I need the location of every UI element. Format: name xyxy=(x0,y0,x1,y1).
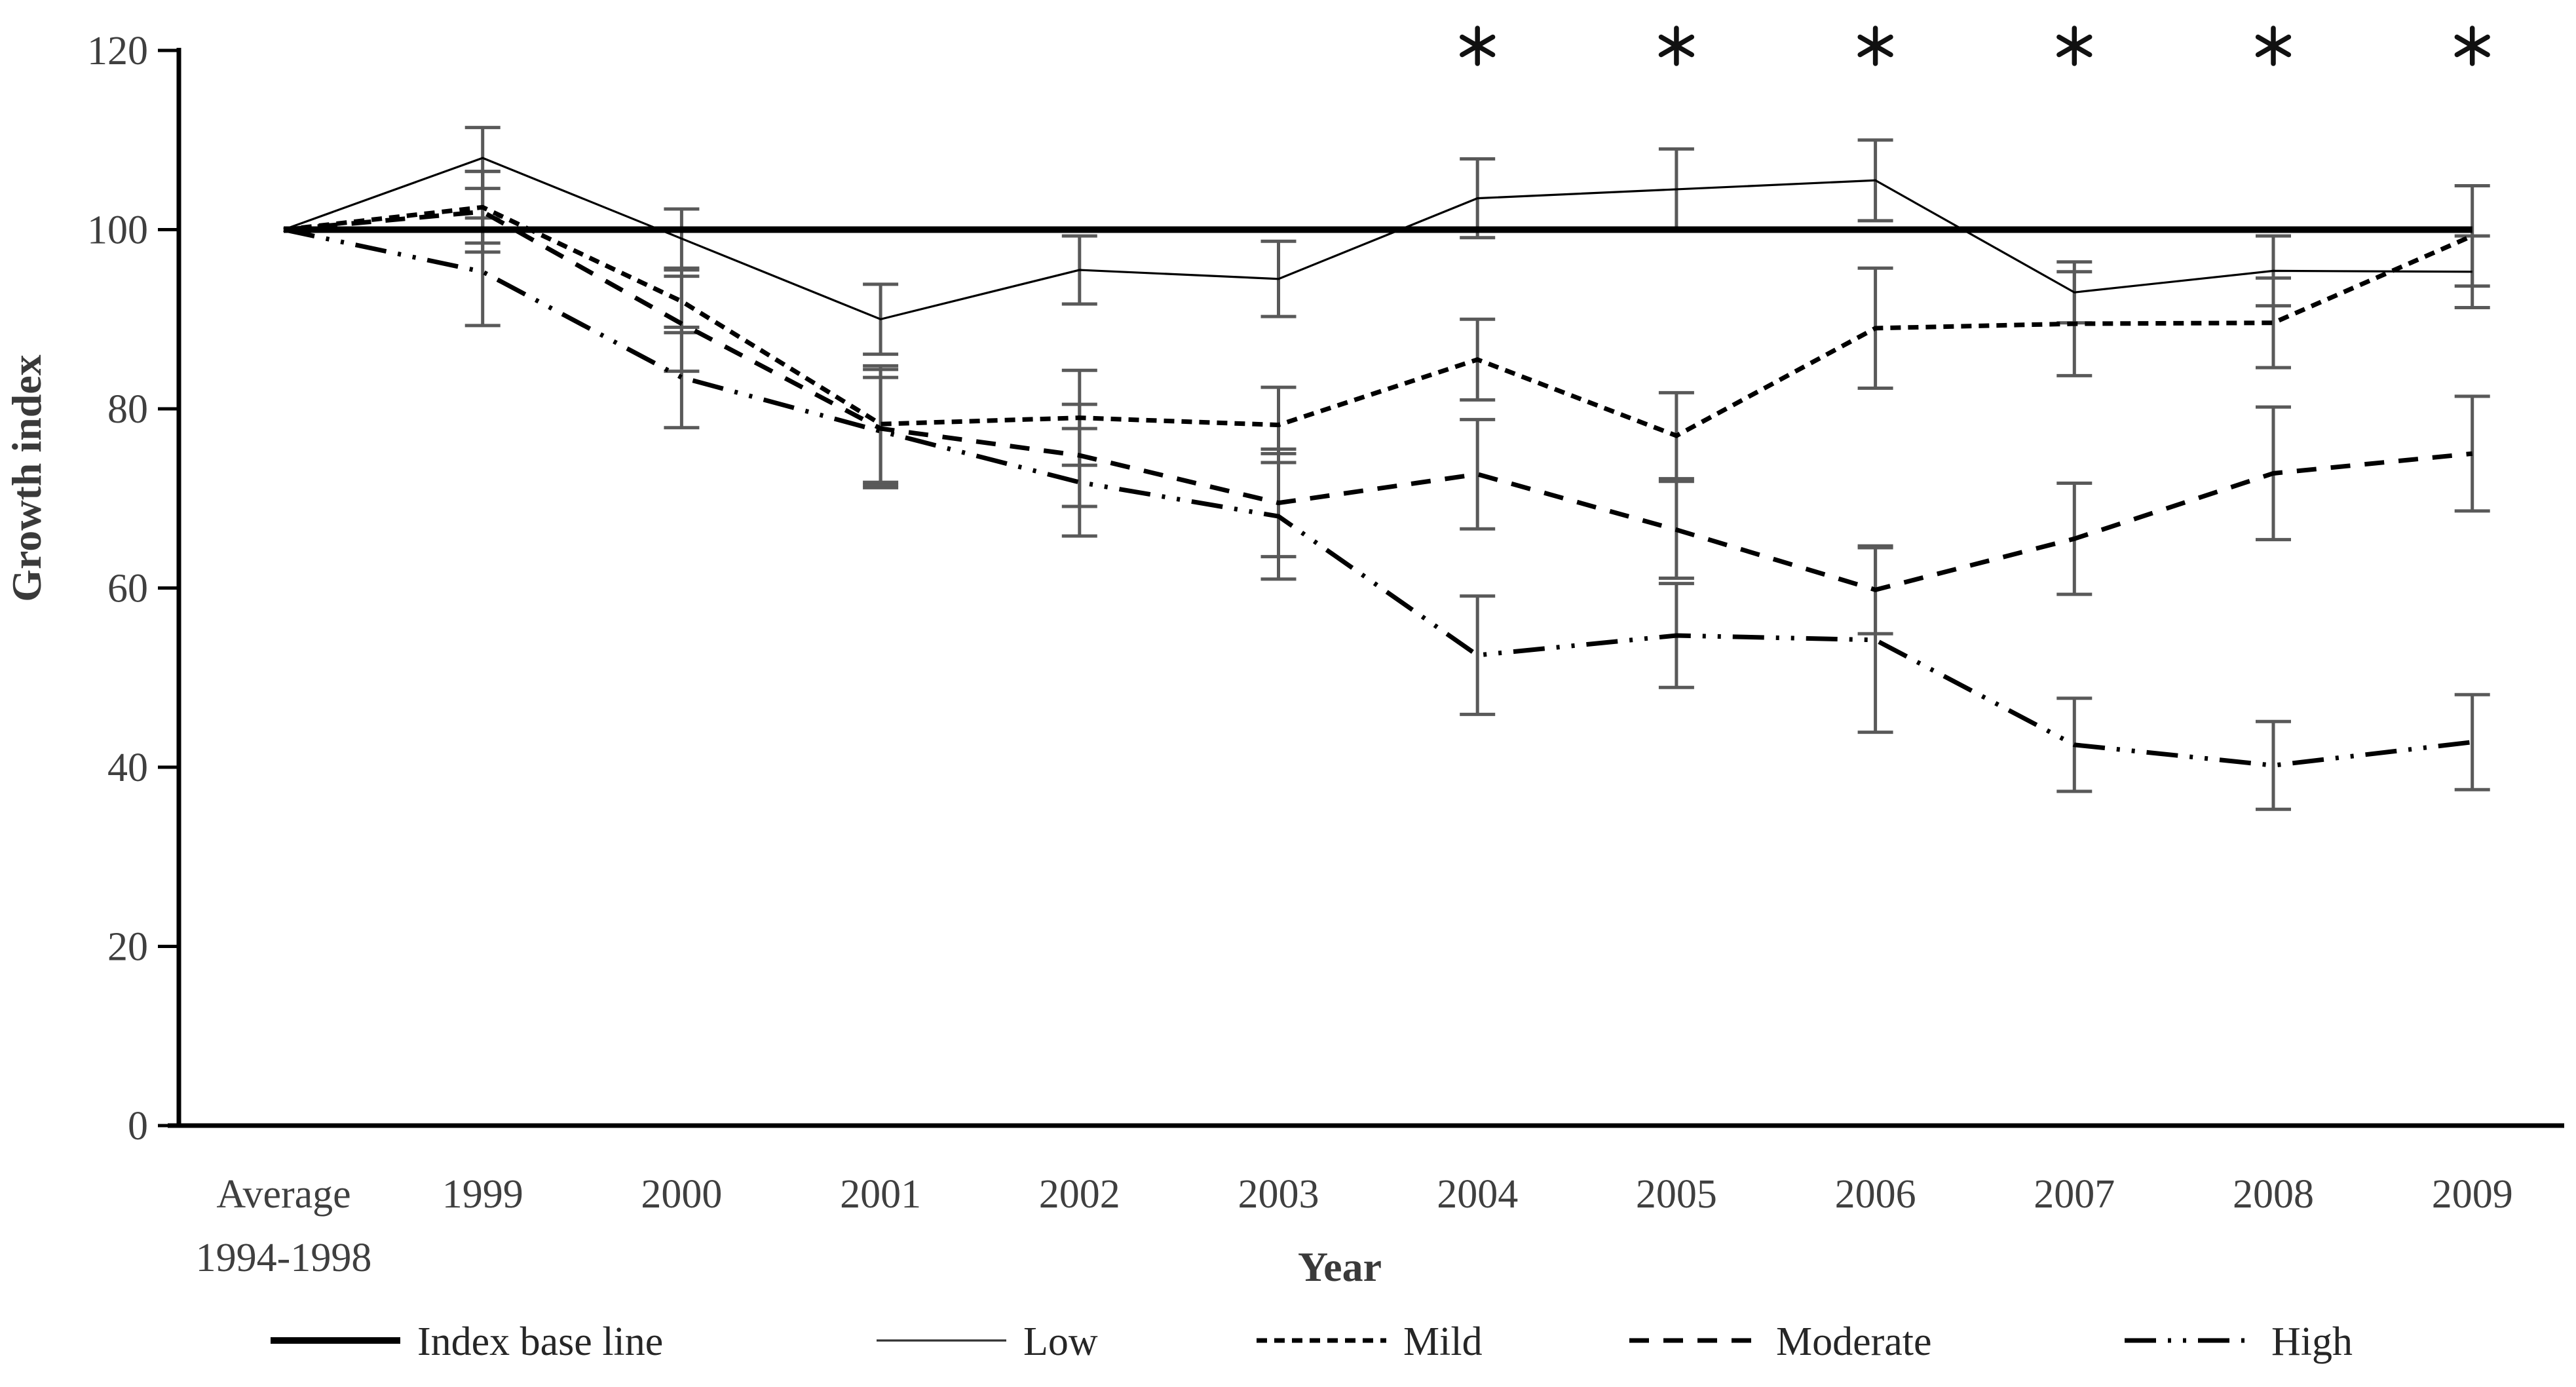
significance-asterisk xyxy=(2056,26,2093,66)
legend-item-label: High xyxy=(2271,1320,2353,1364)
y-tick-label: 120 xyxy=(87,29,148,73)
asterisk-spoke xyxy=(2255,34,2292,58)
legend-item-label: Low xyxy=(1023,1320,1098,1364)
asterisk-spoke xyxy=(1658,34,1695,58)
x-category-label: 2006 xyxy=(1835,1172,1916,1217)
series-line-mild xyxy=(283,204,2474,438)
x-category-label: 2003 xyxy=(1238,1172,1319,1217)
x-category-label: 2002 xyxy=(1039,1172,1120,1217)
y-tick-label: 20 xyxy=(107,925,148,970)
asterisk-spoke xyxy=(2056,34,2093,58)
error-bar xyxy=(1460,417,1496,531)
x-category-label: 2004 xyxy=(1437,1172,1518,1217)
y-tick-label: 40 xyxy=(107,746,148,790)
error-bar xyxy=(863,375,899,487)
x-category-label: 2005 xyxy=(1636,1172,1717,1217)
asterisk-spoke xyxy=(1857,34,1893,58)
x-category-label: 1994-1998 xyxy=(196,1236,372,1280)
error-bar xyxy=(2454,183,2490,288)
y-tick-label: 0 xyxy=(128,1104,148,1149)
legend-item-low: Low xyxy=(877,1320,1098,1364)
error-bar xyxy=(2256,276,2291,370)
series-line-low xyxy=(283,157,2472,320)
x-category-label: 2009 xyxy=(2432,1172,2513,1217)
legend-item-label: Moderate xyxy=(1776,1320,1932,1364)
significance-asterisk xyxy=(2454,26,2490,66)
y-axis-title: Growth index xyxy=(3,354,50,602)
error-bar xyxy=(2256,719,2291,811)
y-tick-label: 80 xyxy=(107,387,148,432)
error-bar xyxy=(2454,693,2490,791)
y-tick-label: 60 xyxy=(107,567,148,611)
significance-asterisk xyxy=(1460,26,1496,66)
legend-item-index-base-line: Index base line xyxy=(271,1320,663,1364)
legend-item-moderate: Moderate xyxy=(1629,1320,1932,1364)
error-bar xyxy=(464,216,501,328)
significance-asterisk xyxy=(1857,26,1893,66)
significance-asterisk xyxy=(2255,26,2292,66)
legend-item-mild: Mild xyxy=(1257,1320,1483,1364)
x-category-label: 2001 xyxy=(840,1172,921,1217)
legend-item-high: High xyxy=(2125,1320,2353,1364)
series-line-high xyxy=(283,227,2473,768)
x-category-label: 2008 xyxy=(2233,1172,2314,1217)
error-bar xyxy=(664,326,700,430)
x-category-label: 2000 xyxy=(641,1172,722,1217)
x-axis-title: Year xyxy=(1298,1244,1382,1290)
x-category-label: Average xyxy=(216,1172,350,1217)
asterisk-spoke xyxy=(1460,34,1496,58)
y-tick-label: 100 xyxy=(87,208,148,253)
series-line-moderate xyxy=(283,209,2473,592)
error-bar xyxy=(1857,546,1893,734)
significance-asterisk xyxy=(1658,26,1695,66)
legend-item-label: Mild xyxy=(1403,1320,1483,1364)
x-category-label: 1999 xyxy=(442,1172,523,1217)
legend-item-label: Index base line xyxy=(417,1320,663,1364)
asterisk-spoke xyxy=(2454,34,2490,58)
error-bar xyxy=(1061,427,1097,538)
x-category-label: 2007 xyxy=(2034,1172,2115,1217)
error-bar xyxy=(1460,594,1496,716)
